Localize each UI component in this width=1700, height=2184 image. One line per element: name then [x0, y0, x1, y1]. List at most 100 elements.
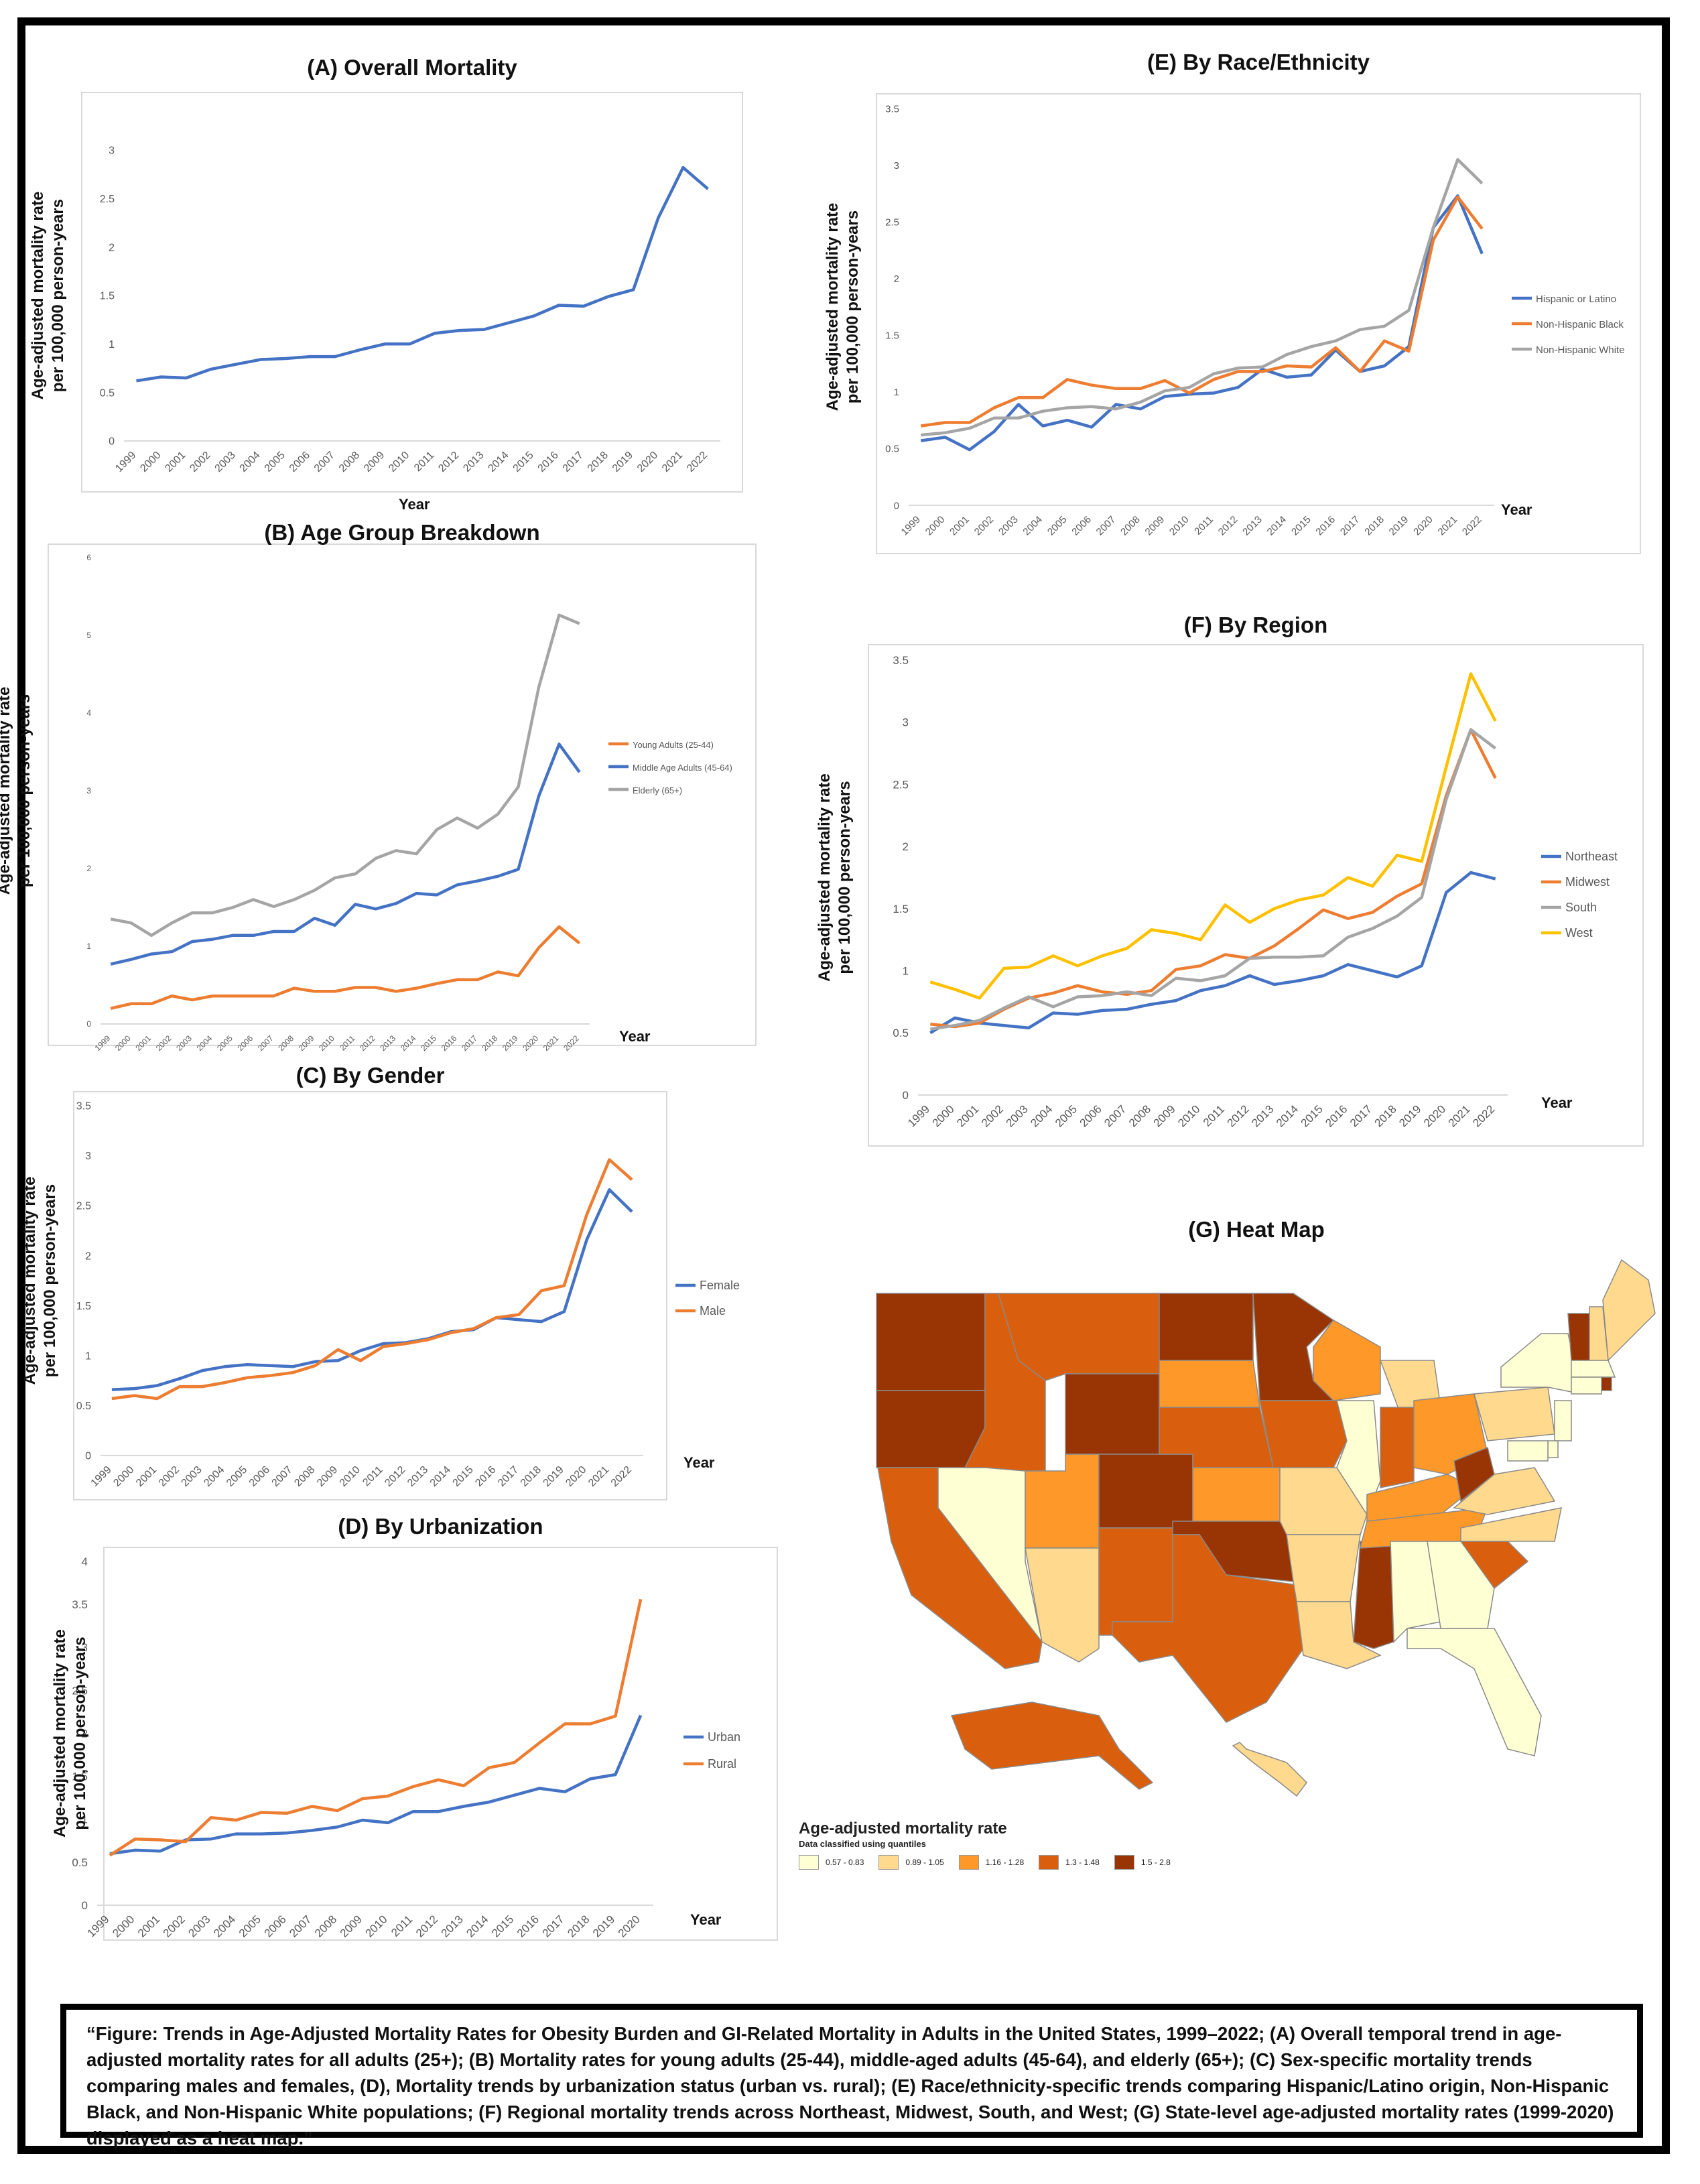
- chart-panel-D: (D) By Urbanization00.511.522.533.541999…: [51, 1514, 778, 1941]
- state-nj: [1554, 1400, 1572, 1441]
- series-line: [110, 613, 580, 938]
- series-line: [110, 925, 581, 1010]
- y-axis-label: Age-adjusted mortality rate per 100,000 p…: [21, 1177, 59, 1385]
- y-tick-label: 1: [109, 339, 115, 350]
- heatmap-legend-item: 1.16 - 1.28: [958, 1855, 1024, 1870]
- y-tick-label: 2: [903, 840, 909, 853]
- state-ri: [1601, 1376, 1612, 1391]
- y-axis-label-line: per 100,000 person-years: [49, 199, 67, 392]
- series-line: [929, 871, 1496, 1035]
- series-line: [111, 1158, 633, 1401]
- y-tick-label: 1: [86, 942, 91, 951]
- chart-area: [103, 1547, 778, 1941]
- chart-panel-F: (F) By Region00.511.522.533.519992000200…: [815, 613, 1644, 1147]
- state-ms: [1353, 1541, 1394, 1649]
- y-tick-label: 2: [894, 273, 899, 285]
- state-co: [1098, 1454, 1193, 1529]
- legend-swatch: [958, 1855, 979, 1870]
- heatmap-legend-item: 1.3 - 1.48: [1039, 1855, 1100, 1870]
- legend-label: Male: [700, 1304, 726, 1318]
- y-tick-label: 0: [85, 1451, 91, 1462]
- y-tick-label: 3: [903, 716, 909, 729]
- chart-title: (A) Overall Mortality: [307, 55, 517, 80]
- legend-label: Non-Hispanic White: [1536, 344, 1625, 356]
- legend-label: Female: [700, 1279, 740, 1292]
- y-axis-label-line: per 100,000 person-years: [836, 781, 854, 974]
- y-tick-label: 5: [86, 631, 91, 640]
- y-tick-label: 1.5: [76, 1301, 91, 1312]
- heatmap-legend-item: 0.89 - 1.05: [878, 1855, 944, 1870]
- state-me: [1602, 1259, 1656, 1362]
- legend-swatch: [878, 1855, 899, 1870]
- y-axis-label: Age-adjusted mortality rate per 100,000 p…: [815, 773, 854, 982]
- legend-bin-label: 1.3 - 1.48: [1065, 1858, 1100, 1867]
- y-tick-label: 1: [903, 965, 909, 978]
- state-ak: [950, 1701, 1154, 1790]
- x-axis-label: Year: [683, 1454, 715, 1471]
- y-tick-label: 0: [86, 1019, 91, 1029]
- chart-area: [81, 92, 743, 493]
- y-axis-label-line: Age-adjusted mortality rate: [51, 1629, 69, 1838]
- chart-panel-C: (C) By Gender00.511.522.533.519992000200…: [21, 1063, 740, 1500]
- heatmap-legend-item: 1.5 - 2.8: [1114, 1855, 1171, 1870]
- y-tick-label: 3: [109, 145, 115, 157]
- chart-title: (B) Age Group Breakdown: [264, 520, 539, 545]
- chart-area: [73, 1091, 667, 1500]
- y-tick-label: 2.5: [885, 216, 899, 228]
- y-tick-label: 1: [82, 1813, 88, 1826]
- y-tick-label: 3: [82, 1641, 88, 1654]
- y-tick-label: 3.5: [893, 654, 909, 667]
- y-axis-label: Age-adjusted mortality rate per 100,000 p…: [29, 192, 67, 400]
- state-sd: [1159, 1360, 1260, 1408]
- y-tick-label: 1.5: [72, 1771, 88, 1783]
- state-nc: [1460, 1507, 1562, 1542]
- legend-label: Hispanic or Latino: [1536, 294, 1616, 305]
- y-tick-label: 0: [82, 1899, 88, 1912]
- y-tick-label: 2: [86, 864, 91, 873]
- y-tick-label: 0: [894, 500, 899, 511]
- y-tick-label: 0.5: [76, 1401, 91, 1412]
- legend-label: Rural: [708, 1757, 736, 1771]
- y-axis-label-line: Age-adjusted mortality rate: [815, 773, 834, 982]
- y-axis-label-line: Age-adjusted mortality rate: [29, 192, 47, 400]
- legend-swatch: [1114, 1855, 1134, 1870]
- chart-area: [48, 543, 757, 1046]
- y-axis-label: Age-adjusted mortality rate per 100,000 p…: [51, 1629, 89, 1838]
- y-tick-label: 3: [85, 1151, 91, 1162]
- state-or: [876, 1390, 986, 1468]
- state-ky: [1366, 1474, 1476, 1522]
- state-az: [1025, 1547, 1100, 1663]
- state-vt: [1567, 1313, 1590, 1361]
- series-line: [920, 157, 1484, 437]
- figure-caption: “Figure: Trends in Age-Adjusted Mortalit…: [60, 2004, 1643, 2148]
- y-tick-label: 2.5: [72, 1684, 88, 1697]
- legend-label: Urban: [708, 1730, 740, 1744]
- y-tick-label: 2.5: [76, 1201, 91, 1212]
- x-axis-label: Year: [690, 1911, 722, 1928]
- y-tick-label: 1.5: [893, 903, 909, 915]
- series-line: [929, 672, 1497, 1000]
- series-line: [111, 1188, 633, 1391]
- legend-label: Northeast: [1565, 850, 1618, 863]
- heatmap-legend-title: Age-adjusted mortality rate: [799, 1819, 1007, 1838]
- state-wv: [1453, 1446, 1495, 1502]
- y-tick-label: 3.5: [76, 1101, 91, 1112]
- state-ct: [1571, 1376, 1602, 1395]
- heatmap-legend: 0.57 - 0.83 0.89 - 1.05 1.16 - 1.28 1.3 …: [799, 1855, 1171, 1870]
- state-ks: [1192, 1467, 1281, 1522]
- state-nm: [1098, 1527, 1173, 1636]
- series-line: [929, 728, 1497, 1031]
- y-tick-label: 2: [82, 1727, 88, 1740]
- y-tick-label: 1.5: [100, 291, 115, 302]
- y-tick-label: 0.5: [885, 444, 899, 455]
- y-tick-label: 2.5: [893, 778, 909, 791]
- state-ny: [1500, 1333, 1582, 1395]
- y-axis-label-line: Age-adjusted mortality rate: [0, 687, 13, 895]
- series-line: [109, 1598, 643, 1857]
- heatmap-legend-subtitle: Data classified using quantiles: [799, 1839, 926, 1849]
- legend-label: West: [1565, 926, 1593, 940]
- y-axis-label-line: per 100,000 person-years: [15, 694, 34, 887]
